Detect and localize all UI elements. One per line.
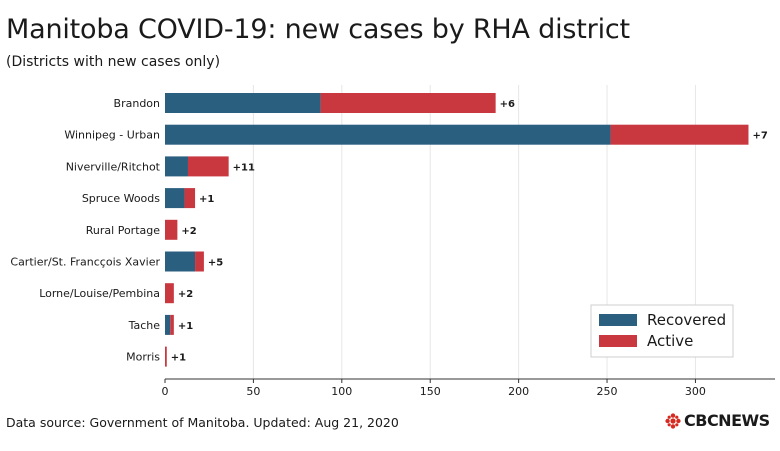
legend-swatch-active [599,335,637,347]
bar-active [165,219,178,240]
category-label: Cartier/St. Francçois Xavier [10,256,160,269]
bar-recovered [165,156,188,177]
cbc-news-logo: CBCNEWS [665,411,770,430]
data-label: +11 [233,162,255,173]
bar-active [187,156,229,177]
category-label: Spruce Woods [82,192,160,205]
bar-recovered [165,93,321,113]
category-label: Niverville/Ritchot [66,160,161,173]
logo-wordmark: CBCNEWS [684,411,770,430]
x-tick-label: 0 [162,385,169,398]
bar-active [165,283,174,304]
data-label: +7 [752,131,767,142]
bar-active [320,93,496,113]
bar-recovered [165,314,171,335]
category-label: Rural Portage [86,224,160,237]
chart-subtitle: (Districts with new cases only) [6,54,221,70]
data-source-footer: Data source: Government of Manitoba. Upd… [6,415,399,430]
bar-active [184,188,196,209]
data-label: +6 [500,99,515,110]
bar-active [195,251,204,272]
legend-label-active: Active [647,332,693,350]
data-label: +2 [178,289,193,300]
bar-recovered [165,124,611,145]
bar-recovered [165,188,185,209]
data-label: +1 [199,194,214,205]
bar-active [170,314,174,335]
chart-title: Manitoba COVID-19: new cases by RHA dist… [6,14,630,45]
legend-label-recovered: Recovered [647,311,726,329]
category-label: Winnipeg - Urban [64,129,160,142]
bar-active [165,346,167,367]
x-tick-label: 100 [331,385,352,398]
bar-active [610,124,749,145]
data-label: +1 [178,321,193,332]
legend-box [590,304,734,358]
category-label: Morris [126,351,160,364]
data-label: +5 [208,258,223,269]
legend-swatch-recovered [599,314,637,326]
bar-recovered [165,251,196,272]
category-label: Tache [128,319,161,332]
data-label: +1 [171,353,186,364]
x-tick-label: 50 [246,385,260,398]
x-tick-label: 150 [420,385,441,398]
x-tick-label: 200 [508,385,529,398]
cbc-gem-icon [665,412,681,429]
x-tick-label: 250 [597,385,618,398]
category-label: Lorne/Louise/Pembina [39,287,160,300]
data-label: +2 [181,226,196,237]
x-tick-label: 300 [685,385,706,398]
category-label: Brandon [114,97,160,110]
